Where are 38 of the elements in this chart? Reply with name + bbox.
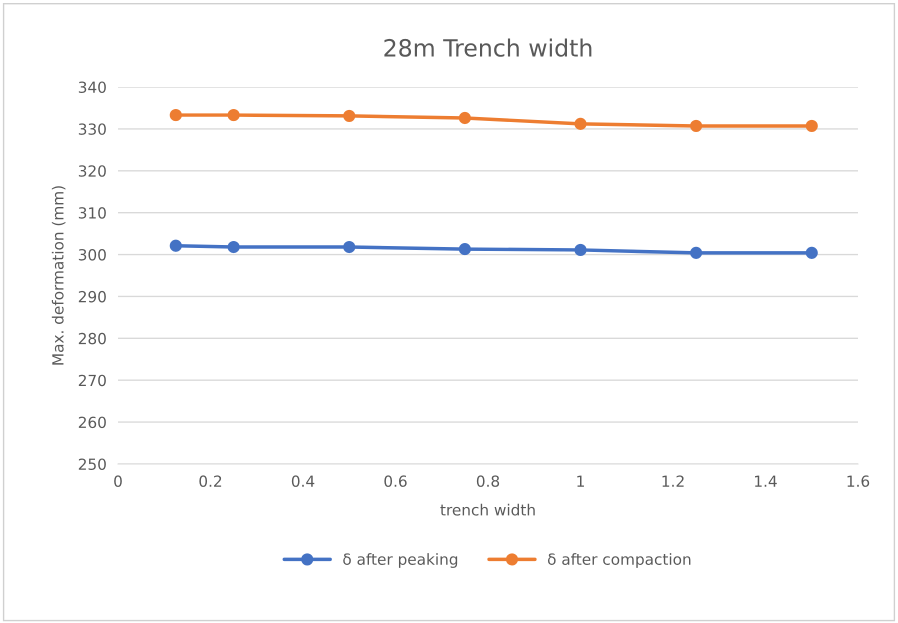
y-tick-label: 290 — [78, 290, 106, 302]
point — [228, 108, 240, 122]
chart-title: 28m Trench width — [384, 38, 592, 57]
point — [690, 120, 702, 132]
x-tick-label: 0.8 — [476, 475, 500, 487]
x-tick-label: 1.2 — [662, 475, 684, 487]
x-tick-label: 1.4 — [755, 476, 777, 487]
x-tick-label: 1.6 — [848, 475, 870, 487]
y-tick-label: 250 — [78, 458, 106, 470]
y-tick-label: 270 — [78, 374, 106, 386]
y-tick-label: 320 — [78, 165, 106, 177]
x-tick-label: 0 — [114, 475, 122, 487]
legend-label: δ after compaction — [548, 553, 690, 568]
x-axis-title: trench width — [440, 504, 535, 516]
y-tick-label: 340 — [78, 81, 106, 94]
point — [170, 108, 182, 122]
point — [574, 244, 587, 256]
y-tick-label: 330 — [78, 123, 106, 135]
point — [343, 110, 356, 122]
y-tick-label: 260 — [78, 416, 106, 428]
point — [343, 240, 356, 254]
y-axis-title: Max. deformation (mm) — [52, 186, 66, 365]
point — [806, 246, 818, 259]
x-tick-label: 0.2 — [199, 475, 222, 487]
point — [458, 112, 471, 124]
y-tick-label: 280 — [78, 332, 106, 344]
point — [806, 120, 818, 132]
x-tick-label: 0.6 — [384, 475, 407, 487]
point — [458, 243, 471, 256]
point — [228, 240, 240, 254]
point — [690, 246, 702, 259]
legend-label: δ after peaking — [343, 553, 458, 568]
y-tick-label: 310 — [78, 207, 106, 219]
point — [170, 240, 182, 252]
point — [574, 118, 587, 130]
x-tick-label: 1 — [577, 476, 584, 487]
x-tick-label: 0.4 — [292, 475, 314, 487]
y-tick-label: 300 — [78, 249, 106, 261]
